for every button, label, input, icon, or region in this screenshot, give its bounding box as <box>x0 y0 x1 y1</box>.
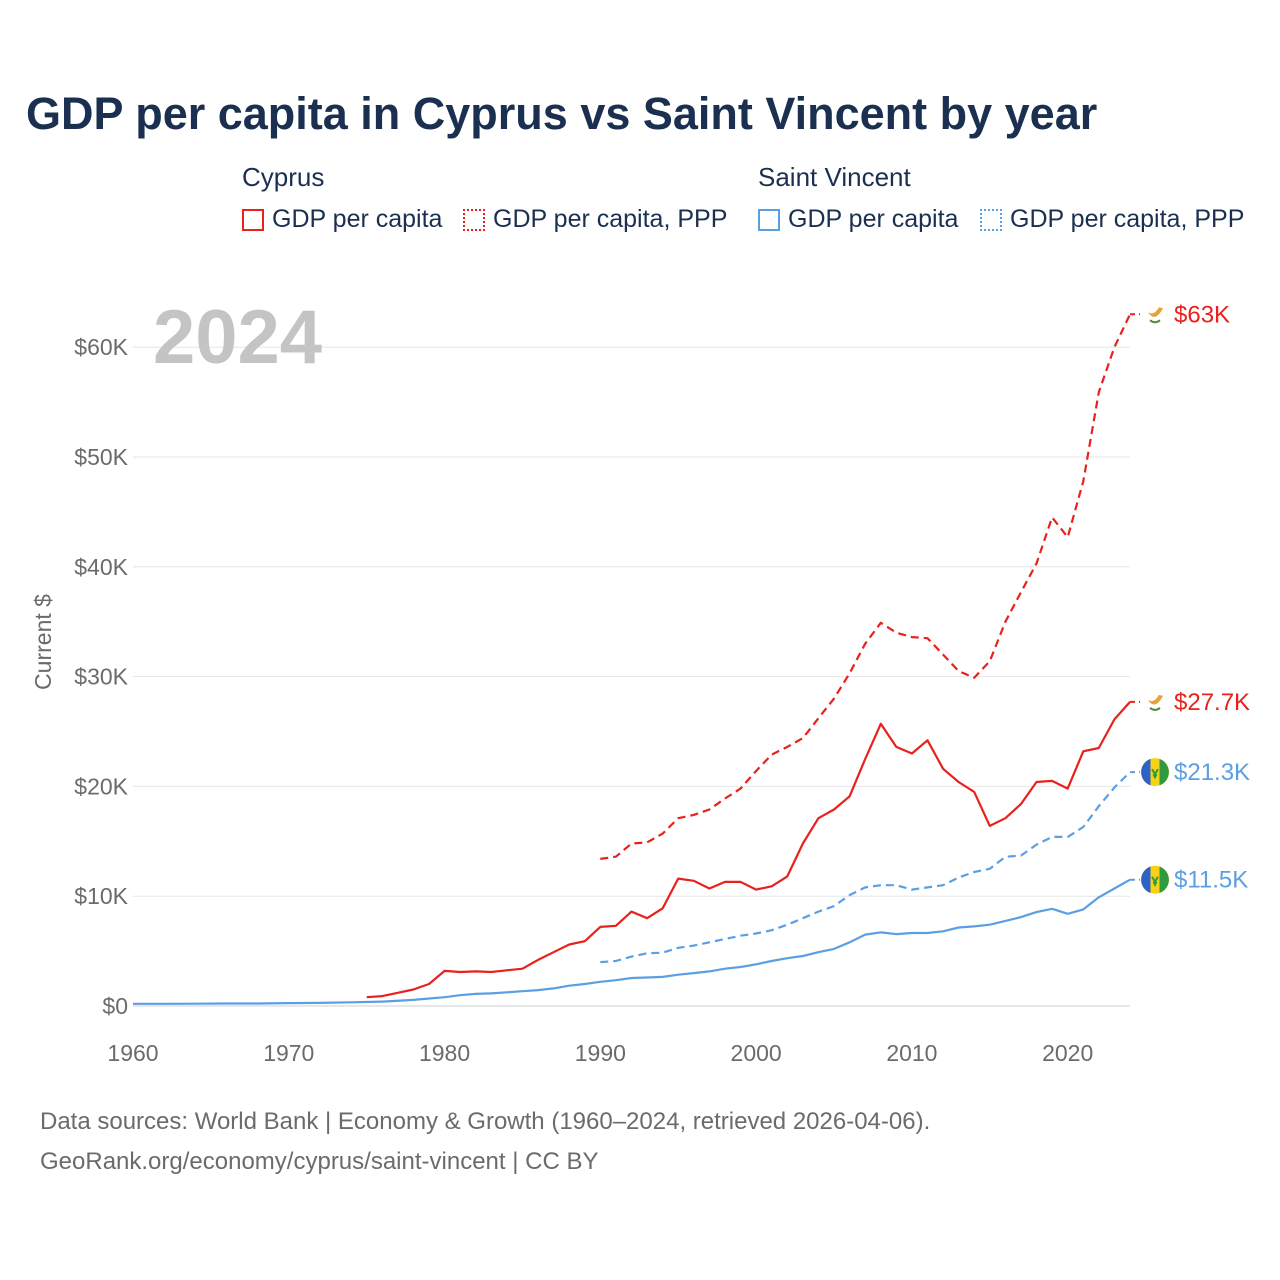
series-line-2 <box>600 771 1131 964</box>
legend-label: GDP per capita <box>272 205 443 233</box>
series-line-1 <box>366 701 1131 999</box>
legend-label: GDP per capita, PPP <box>493 205 728 233</box>
y-tick-label: $30K <box>74 664 128 690</box>
flag-blue-band <box>1141 758 1151 786</box>
y-tick-label: $20K <box>74 773 128 799</box>
olive-branch-shape <box>1149 319 1161 324</box>
series-line-3 <box>133 878 1131 1005</box>
cyprus-flag-icon <box>1148 307 1163 324</box>
legend-label: GDP per capita, PPP <box>1010 205 1245 233</box>
legend-group-cyprus: Cyprus <box>242 162 325 192</box>
flag-green-band <box>1159 866 1169 893</box>
saint-vincent-flag-icon <box>1141 865 1169 894</box>
legend-label: GDP per capita <box>788 205 959 233</box>
legend-group-saint-vincent: Saint Vincent <box>758 162 911 192</box>
x-tick-label: 2000 <box>731 1040 782 1066</box>
end-labels: $63K $27.7K $21.3K $11.5K <box>1130 301 1250 894</box>
y-tick-label: $40K <box>74 554 128 580</box>
end-value-label: $11.5K <box>1174 867 1248 894</box>
cyprus-island-shape <box>1148 694 1163 705</box>
series-line-0 <box>600 313 1131 860</box>
olive-branch-shape <box>1149 707 1161 711</box>
cyprus-flag-icon <box>1148 694 1163 711</box>
footer-sources: Data sources: World Bank | Economy & Gro… <box>40 1108 931 1135</box>
y-tick-label: $60K <box>74 334 128 360</box>
y-tick-label: $0 <box>102 993 128 1019</box>
legend-item-cyprus-gdp[interactable]: GDP per capita <box>242 205 442 234</box>
cyprus-island-shape <box>1148 307 1163 317</box>
year-watermark: 2024 <box>153 295 322 380</box>
legend-swatch-solid-red <box>242 208 264 231</box>
x-tick-label: 1980 <box>419 1040 470 1066</box>
legend-item-saint-vincent-gdp-ppp[interactable]: GDP per capita, PPP <box>980 205 1244 234</box>
end-value-label: $21.3K <box>1174 759 1250 786</box>
y-tick-label: $10K <box>74 883 128 909</box>
legend-swatch-solid-blue <box>758 208 780 231</box>
legend-item-cyprus-gdp-ppp[interactable]: GDP per capita, PPP <box>463 205 727 234</box>
saint-vincent-flag-icon <box>1141 758 1169 787</box>
flag-green-band <box>1159 758 1169 786</box>
flag-diamonds <box>1151 876 1159 887</box>
chart-title: GDP per capita in Cyprus vs Saint Vincen… <box>26 88 1098 139</box>
y-axis-label: Current $ <box>30 594 56 690</box>
footer-link[interactable]: GeoRank.org/economy/cyprus/saint-vincent… <box>40 1148 599 1175</box>
axes: $0 $10K $20K $30K $40K $50K $60K 1960 1970 1980 19… <box>30 334 1093 1066</box>
x-tick-label: 1960 <box>107 1040 158 1066</box>
legend-item-saint-vincent-gdp[interactable]: GDP per capita <box>758 205 958 234</box>
legend-swatch-dotted-blue <box>980 208 1002 231</box>
y-tick-label: $50K <box>74 444 128 470</box>
flag-blue-band <box>1141 866 1151 893</box>
end-value-label: $63K <box>1174 301 1230 328</box>
legend-swatch-dotted-red <box>463 208 485 231</box>
x-tick-label: 1970 <box>263 1040 314 1066</box>
x-tick-label: 2020 <box>1042 1040 1093 1066</box>
series-lines <box>133 313 1131 1005</box>
x-tick-label: 1990 <box>575 1040 626 1066</box>
end-value-label: $27.7K <box>1174 689 1250 716</box>
x-tick-label: 2010 <box>886 1040 937 1066</box>
grid-lines <box>133 346 1130 1007</box>
flag-diamonds <box>1151 768 1159 780</box>
